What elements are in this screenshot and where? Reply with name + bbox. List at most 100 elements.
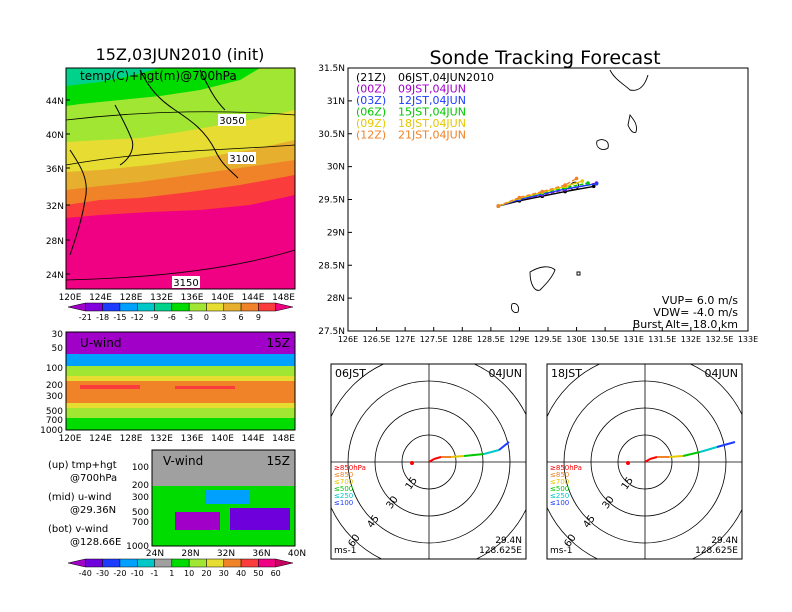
hodo-rings <box>547 364 742 559</box>
colorbar-label: -40 <box>79 569 92 578</box>
lat-tick-label: 40N <box>46 131 64 141</box>
lon-tick-label: 129E <box>509 335 529 344</box>
note-line: @128.66E <box>70 537 121 548</box>
colorbar-label: 40 <box>236 569 246 578</box>
lon-tick-label: 120E <box>59 434 82 444</box>
lon-tick-label: 127.5E <box>420 335 448 344</box>
colorbar-swatch <box>119 558 138 568</box>
hodo-date: 04JUN <box>488 367 522 380</box>
colorbar-label: -18 <box>96 313 109 322</box>
hodo-segment <box>483 449 500 455</box>
hodo-segment <box>498 441 510 451</box>
wind-colorbar: -40 -30 -20 -10 -1 1 10 20 30 40 50 60 <box>67 558 294 578</box>
legend-time: 18JST,04JUN <box>398 117 466 130</box>
pressure-tick-label: 500 <box>46 407 63 417</box>
legend-code: (21Z) <box>356 71 386 84</box>
lon-tick-label: 129.5E <box>534 335 562 344</box>
lon-tick-label: 136E <box>181 434 204 444</box>
legend-time: 09JST,04JUN <box>398 83 466 96</box>
level-label: ≤700 <box>334 478 353 486</box>
track-lines <box>496 176 599 208</box>
hodo-rings <box>331 364 526 559</box>
pressure-tick-label: 200 <box>132 481 149 491</box>
pressure-tick-label: 100 <box>46 364 63 374</box>
contour-label-bg <box>218 114 246 126</box>
lon-tick-label: 124E <box>89 434 112 444</box>
temp-lat-ticks: 44N 40N 36N 32N 28N 24N <box>46 97 70 281</box>
level-label: ≤100 <box>334 499 353 507</box>
colorbar-label: -30 <box>96 569 109 578</box>
track-legend: (21Z) 06JST,04JUN2010 (00Z) 09JST,04JUN (03Z… <box>356 71 494 142</box>
hodo-frame <box>330 363 527 560</box>
hodo-unit: ms-1 <box>334 546 356 556</box>
lat-tick-label: 36N <box>252 549 270 559</box>
colorbar-swatch <box>85 302 103 312</box>
lon-tick-label: 132.5E <box>705 335 733 344</box>
pressure-tick-label: 300 <box>132 493 149 503</box>
colorbar-swatch <box>67 558 86 568</box>
colorbar-swatch <box>85 558 103 568</box>
lon-tick-label: 140E <box>211 434 234 444</box>
track-point <box>591 184 596 189</box>
lat-tick-label: 28N <box>327 294 345 304</box>
level-label: ≥850hPa <box>550 464 582 472</box>
pressure-tick-label: 30 <box>52 330 64 340</box>
colorbar-swatch <box>102 558 121 568</box>
lon-tick-label: 148E <box>272 293 295 303</box>
lat-tick-label: 31N <box>327 97 345 107</box>
lon-tick-label: 132E <box>150 434 173 444</box>
lat-tick-label: 32N <box>217 549 235 559</box>
colorbar-swatch <box>136 302 155 312</box>
hodo-time: 06JST <box>335 367 366 380</box>
colorbar-swatch <box>275 302 294 312</box>
param-line: VUP= 6.0 m/s <box>662 294 738 307</box>
lon-tick-label: 126E <box>338 335 358 344</box>
colorbar-swatch <box>67 302 86 312</box>
vwind-section <box>151 449 296 547</box>
colorbar-label: 50 <box>253 569 263 578</box>
temp-map <box>65 67 296 290</box>
notes: (up) tmp+hgt @700hPa (mid) u-wind @29.36… <box>48 460 121 548</box>
lat-tick-label: 24N <box>146 549 164 559</box>
pressure-tick-label: 700 <box>46 416 63 426</box>
lat-tick-label: 28.5N <box>318 261 345 271</box>
lat-tick-label: 30N <box>327 163 345 173</box>
colorbar-label: -21 <box>79 313 92 322</box>
lon-tick-label: 133E <box>738 335 758 344</box>
track-point <box>586 181 590 185</box>
hodo-lon: 128.625E <box>479 546 522 556</box>
hodo-segment <box>649 456 658 460</box>
colorbar-swatch <box>206 302 225 312</box>
colorbar-swatch <box>258 558 276 568</box>
colorbar-swatch <box>240 302 259 312</box>
lon-tick-label: 124E <box>89 293 112 303</box>
track-title: Sonde Tracking Forecast <box>429 47 660 69</box>
colorbar-label: 20 <box>201 569 211 578</box>
colorbar-swatch <box>223 302 242 312</box>
hodo-frame <box>546 363 743 560</box>
uwind-time: 15Z <box>267 336 291 350</box>
track-point <box>594 181 599 186</box>
hodo-segment <box>428 458 435 463</box>
hodo-lon: 128.625E <box>695 546 738 556</box>
track-point <box>574 176 579 181</box>
colorbar-label: 3 <box>221 313 226 322</box>
colorbar-swatch <box>275 558 294 568</box>
legend-time: 06JST,04JUN2010 <box>398 71 494 84</box>
colorbar-swatch <box>240 558 259 568</box>
temp-lon-ticks: 120E 124E 128E 132E 136E 140E 144E 148E <box>59 293 296 303</box>
colorbar-swatch <box>223 558 242 568</box>
lat-tick-label: 36N <box>46 165 64 175</box>
lat-tick-label: 24N <box>46 271 64 281</box>
lon-tick-label: 128.5E <box>477 335 505 344</box>
colorbar-label: -15 <box>113 313 126 322</box>
uwind-lon-ticks: 120E 124E 128E 132E 136E 140E 144E 148E <box>59 434 296 444</box>
pressure-tick-label: 300 <box>46 392 63 402</box>
map-label: temp(C)+hgt(m)@700hPa <box>80 69 237 83</box>
contour-label-bg <box>172 276 200 288</box>
track-point <box>563 183 567 187</box>
hodo-lat: 29.4N <box>711 536 738 546</box>
colorbar-label: 30 <box>219 569 229 578</box>
